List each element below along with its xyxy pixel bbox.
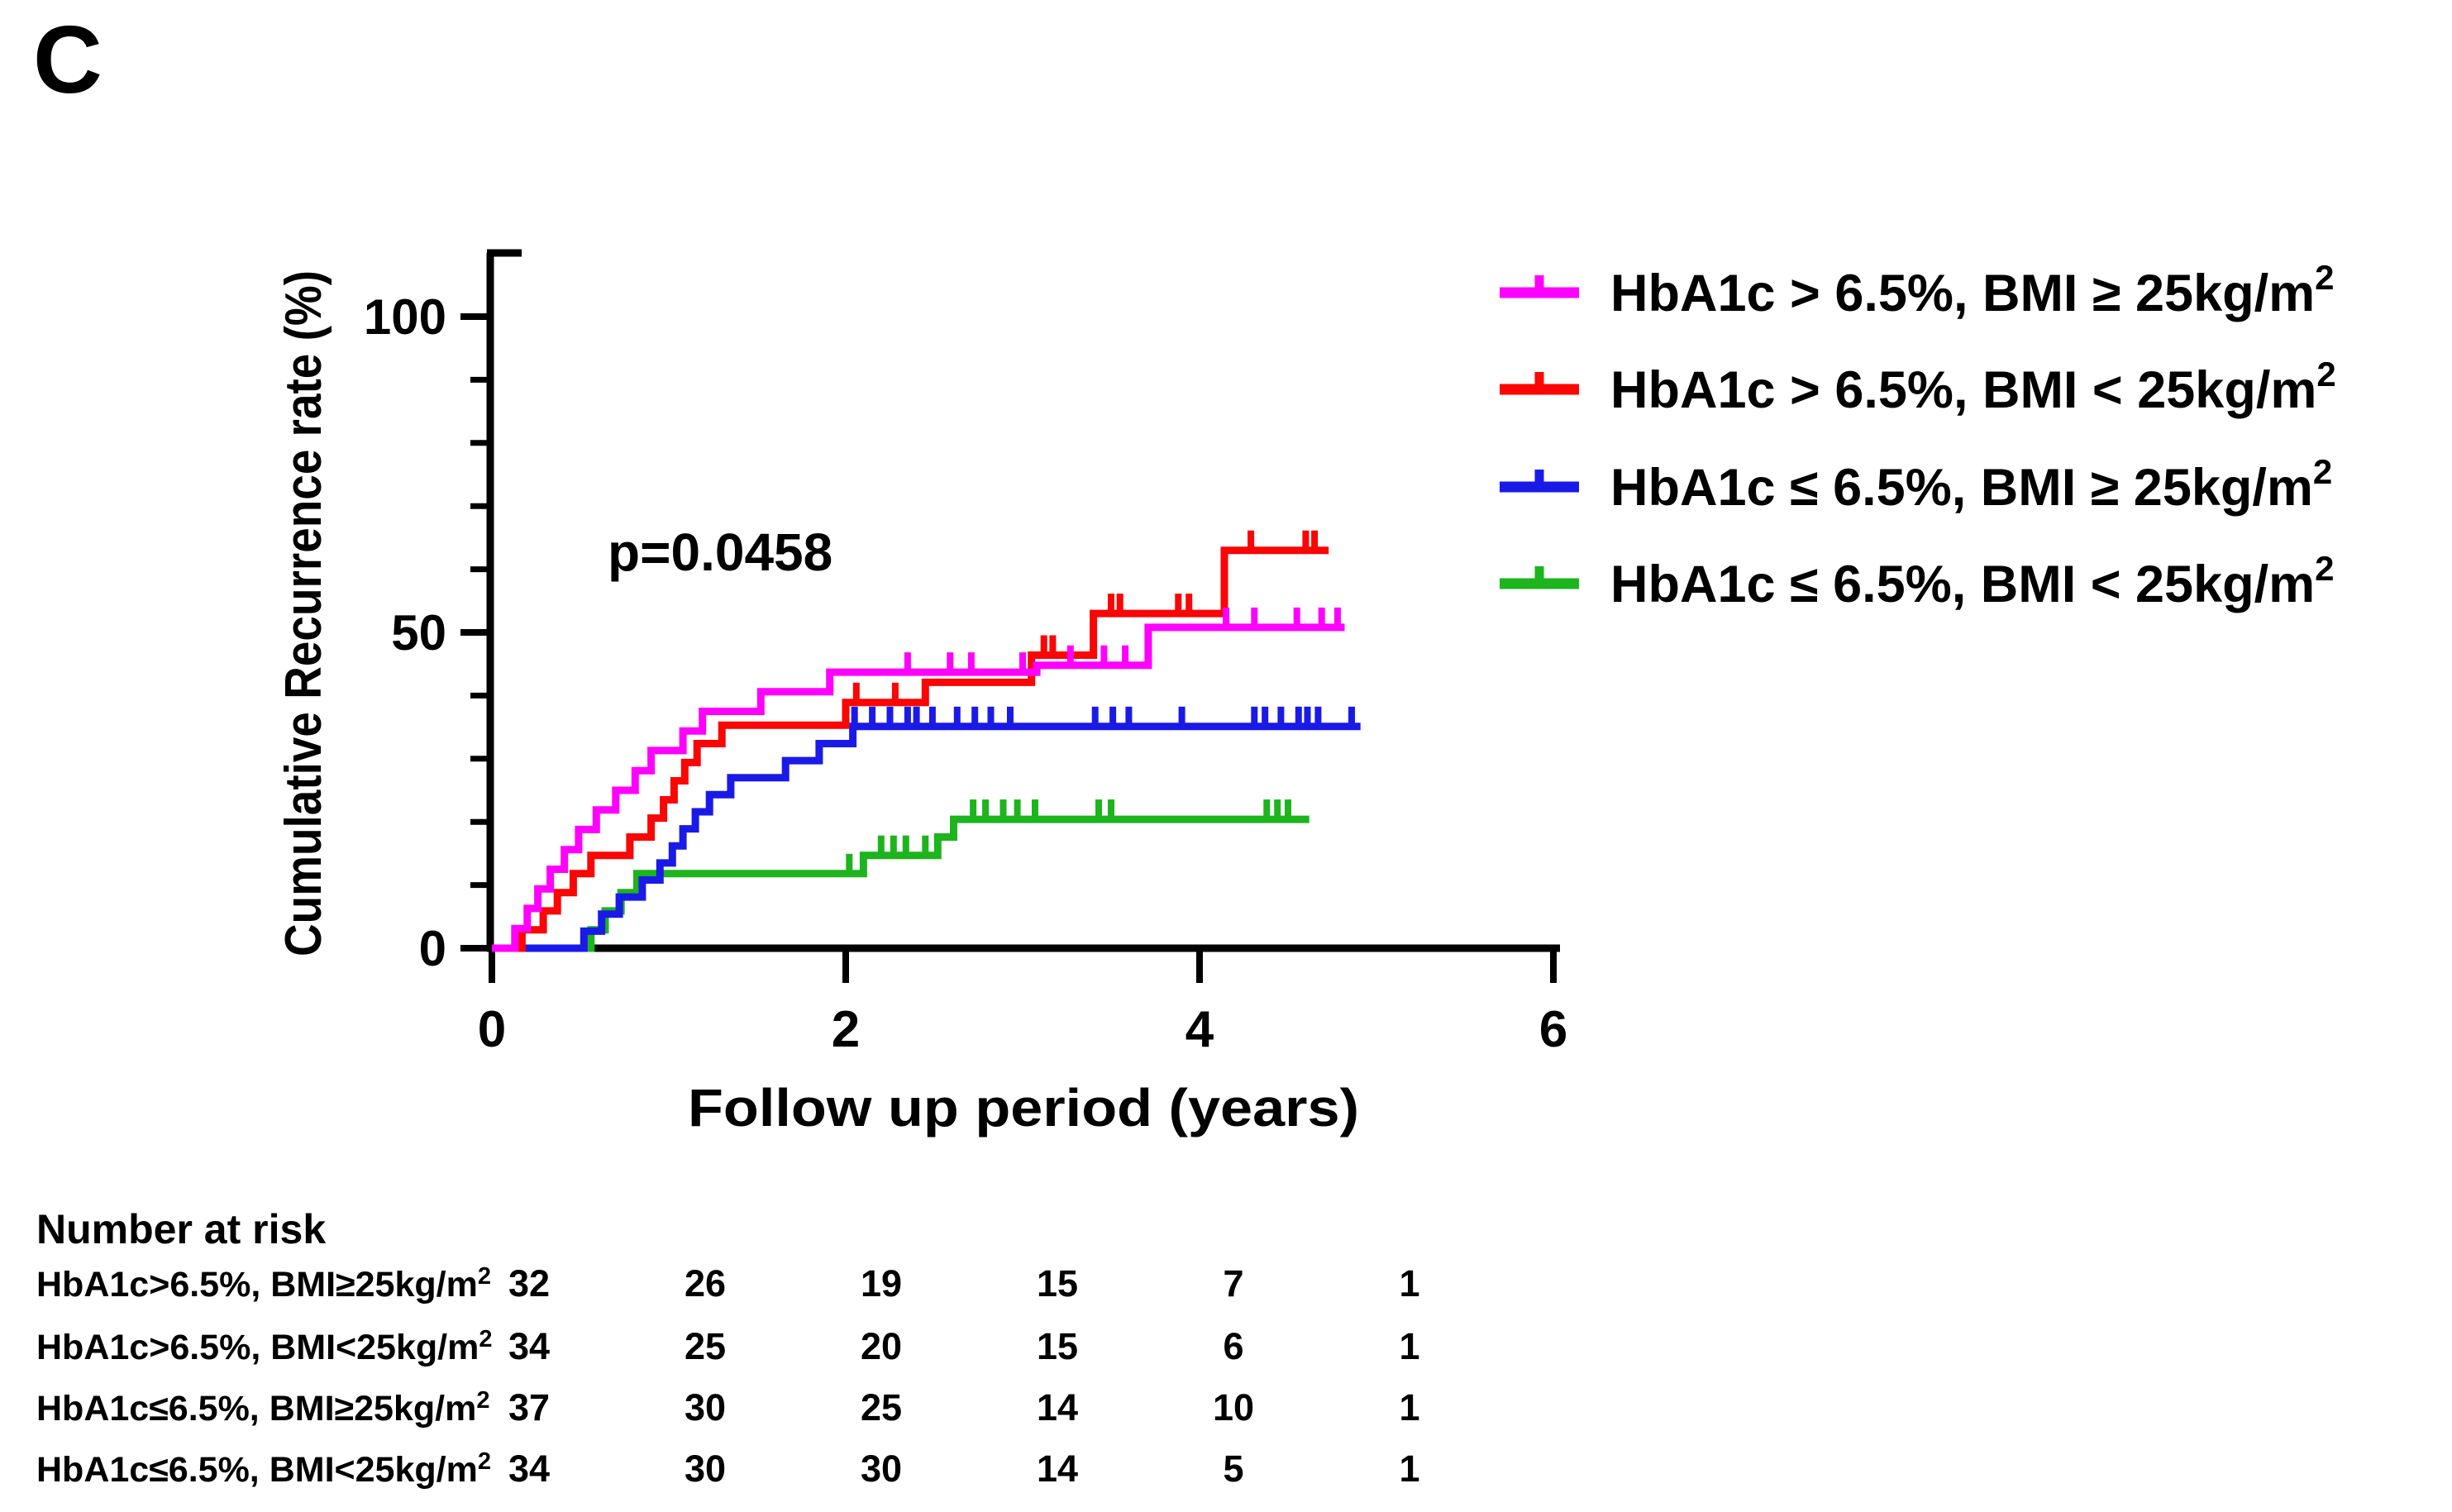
risk-count: 15 xyxy=(1037,1325,1078,1367)
y-tick-label: 0 xyxy=(419,921,446,976)
series-path-hba1c-gt65-bmi-ge25 xyxy=(492,623,1345,952)
risk-row-label: HbA1c>6.5%, BMI<25kg/m2 xyxy=(36,1326,492,1367)
risk-row-hba1c-le65-bmi-lt25: HbA1c≤6.5%, BMI<25kg/m2 34 30 30 14 5 1 xyxy=(36,1448,1420,1490)
risk-count: 34 xyxy=(508,1448,550,1490)
risk-row-hba1c-gt65-bmi-lt25: HbA1c>6.5%, BMI<25kg/m2 34 25 20 15 6 1 xyxy=(36,1325,1420,1367)
risk-count: 30 xyxy=(861,1448,902,1490)
risk-row-label: HbA1c>6.5%, BMI≥25kg/m2 xyxy=(36,1263,491,1305)
series-path-hba1c-gt65-bmi-lt25 xyxy=(492,546,1329,952)
legend: HbA1c > 6.5%, BMI ≥ 25kg/m2 HbA1c > 6.5%,… xyxy=(1500,258,2336,613)
risk-count: 25 xyxy=(861,1386,902,1429)
risk-row-label: HbA1c≤6.5%, BMI≥25kg/m2 xyxy=(36,1387,489,1429)
risk-count: 34 xyxy=(508,1325,550,1367)
y-tick-label: 50 xyxy=(391,605,446,661)
number-at-risk-table: Number at risk HbA1c>6.5%, BMI≥25kg/m2 32… xyxy=(36,1206,1420,1490)
risk-count: 7 xyxy=(1223,1262,1243,1305)
risk-row-hba1c-gt65-bmi-ge25: HbA1c>6.5%, BMI≥25kg/m2 32 26 19 15 7 1 xyxy=(36,1262,1420,1305)
risk-count: 32 xyxy=(508,1262,550,1305)
risk-count: 5 xyxy=(1223,1448,1243,1490)
risk-count: 10 xyxy=(1213,1386,1254,1429)
series-hba1c-gt65-bmi-lt25 xyxy=(492,530,1329,952)
x-tick-label: 6 xyxy=(1539,1001,1567,1058)
series-path-hba1c-le65-bmi-lt25 xyxy=(492,815,1309,952)
risk-table-title: Number at risk xyxy=(36,1206,326,1252)
risk-count: 26 xyxy=(685,1262,726,1305)
risk-count: 1 xyxy=(1399,1262,1419,1305)
risk-row-label: HbA1c≤6.5%, BMI<25kg/m2 xyxy=(36,1448,491,1490)
x-tick-label: 2 xyxy=(832,1001,860,1058)
risk-row-hba1c-le65-bmi-ge25: HbA1c≤6.5%, BMI≥25kg/m2 37 30 25 14 10 1 xyxy=(36,1386,1420,1429)
legend-label: HbA1c ≤ 6.5%, BMI ≥ 25kg/m2 xyxy=(1610,452,2332,517)
risk-count: 1 xyxy=(1399,1386,1419,1429)
legend-label: HbA1c ≤ 6.5%, BMI < 25kg/m2 xyxy=(1610,549,2335,613)
risk-count: 19 xyxy=(861,1262,902,1305)
risk-count: 1 xyxy=(1399,1325,1419,1367)
risk-count: 30 xyxy=(685,1448,726,1490)
legend-item-hba1c-le65-bmi-lt25: HbA1c ≤ 6.5%, BMI < 25kg/m2 xyxy=(1500,549,2335,613)
series-hba1c-gt65-bmi-ge25 xyxy=(492,607,1345,952)
survival-curves xyxy=(492,530,1361,952)
x-tick-label: 4 xyxy=(1185,1001,1214,1058)
series-hba1c-le65-bmi-ge25 xyxy=(492,706,1361,952)
risk-count: 37 xyxy=(508,1386,550,1429)
risk-count: 25 xyxy=(685,1325,726,1367)
legend-label: HbA1c > 6.5%, BMI < 25kg/m2 xyxy=(1610,355,2336,419)
legend-label: HbA1c > 6.5%, BMI ≥ 25kg/m2 xyxy=(1610,258,2335,322)
legend-item-hba1c-gt65-bmi-lt25: HbA1c > 6.5%, BMI < 25kg/m2 xyxy=(1500,355,2336,419)
risk-count: 20 xyxy=(861,1325,902,1367)
x-tick-label: 0 xyxy=(478,1001,506,1058)
p-value-annotation: p=0.0458 xyxy=(608,522,832,582)
series-path-hba1c-le65-bmi-ge25 xyxy=(492,723,1361,952)
y-tick-label: 100 xyxy=(364,289,446,345)
risk-count: 30 xyxy=(685,1386,726,1429)
series-hba1c-le65-bmi-lt25 xyxy=(492,799,1309,952)
risk-count: 15 xyxy=(1037,1262,1078,1305)
legend-item-hba1c-gt65-bmi-ge25: HbA1c > 6.5%, BMI ≥ 25kg/m2 xyxy=(1500,258,2335,322)
y-axis-title: Cumulative Recurrence rate (%) xyxy=(275,270,332,956)
x-axis-title: Follow up period (years) xyxy=(688,1078,1359,1138)
risk-count: 1 xyxy=(1399,1448,1419,1490)
risk-count: 14 xyxy=(1037,1448,1078,1490)
risk-count: 6 xyxy=(1223,1325,1243,1367)
legend-item-hba1c-le65-bmi-ge25: HbA1c ≤ 6.5%, BMI ≥ 25kg/m2 xyxy=(1500,452,2332,517)
axes: 0 50 100 0 2 4 6 xyxy=(364,249,1567,1058)
panel-label: C xyxy=(33,6,103,113)
risk-count: 14 xyxy=(1037,1386,1078,1429)
